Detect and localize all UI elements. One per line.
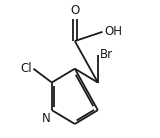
Text: Cl: Cl	[21, 62, 32, 75]
Text: O: O	[70, 4, 80, 17]
Text: OH: OH	[105, 25, 123, 38]
Text: N: N	[42, 112, 51, 125]
Text: Br: Br	[100, 48, 113, 61]
